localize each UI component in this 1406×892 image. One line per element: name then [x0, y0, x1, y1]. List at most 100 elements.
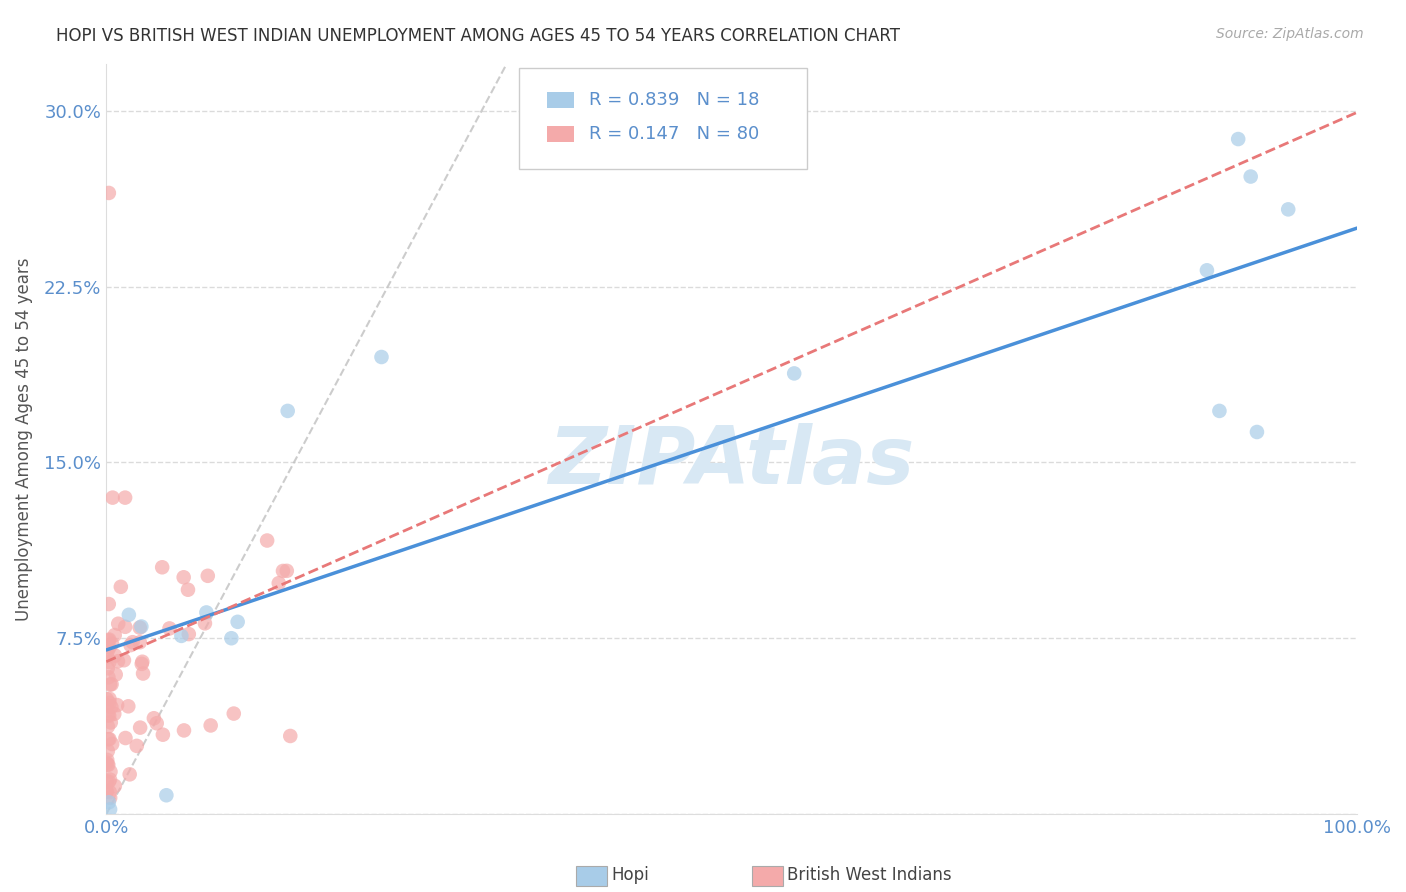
Point	[226, 615, 249, 629]
Point	[1246, 425, 1268, 439]
Point	[267, 576, 290, 591]
Point	[271, 564, 294, 578]
Point	[128, 621, 150, 635]
Point	[96, 644, 118, 658]
Point	[120, 638, 142, 652]
Point	[1240, 169, 1263, 184]
Text: HOPI VS BRITISH WEST INDIAN UNEMPLOYMENT AMONG AGES 45 TO 54 YEARS CORRELATION C: HOPI VS BRITISH WEST INDIAN UNEMPLOYMENT…	[56, 27, 900, 45]
Point	[276, 564, 298, 578]
Point	[114, 731, 136, 745]
Point	[103, 706, 125, 721]
Point	[96, 784, 118, 798]
Point	[100, 715, 122, 730]
Point	[1227, 132, 1250, 146]
Point	[96, 785, 118, 799]
Point	[278, 729, 301, 743]
Point	[159, 622, 181, 636]
Point	[98, 785, 121, 799]
Point	[96, 756, 118, 770]
Point	[97, 670, 120, 684]
Point	[114, 491, 136, 505]
Point	[132, 666, 155, 681]
Point	[97, 707, 120, 722]
Point	[101, 491, 124, 505]
Point	[104, 779, 127, 793]
Point	[98, 708, 121, 723]
FancyBboxPatch shape	[547, 126, 574, 142]
Point	[783, 367, 806, 381]
Point	[104, 648, 127, 663]
Point	[96, 692, 118, 706]
Text: British West Indians: British West Indians	[787, 866, 952, 884]
Point	[1195, 263, 1218, 277]
Point	[98, 677, 121, 691]
Point	[98, 772, 121, 787]
Text: R = 0.839   N = 18: R = 0.839 N = 18	[589, 91, 759, 109]
Point	[97, 719, 120, 733]
Point	[131, 655, 153, 669]
Point	[104, 628, 127, 642]
Point	[97, 661, 120, 675]
Point	[97, 186, 120, 200]
Point	[96, 757, 118, 772]
Point	[96, 649, 118, 664]
Point	[100, 764, 122, 779]
Point	[173, 570, 195, 584]
FancyBboxPatch shape	[519, 68, 807, 169]
Point	[370, 350, 392, 364]
Point	[100, 677, 122, 691]
Point	[195, 606, 218, 620]
Point	[98, 802, 121, 816]
Point	[117, 699, 139, 714]
Point	[222, 706, 245, 721]
Point	[110, 580, 132, 594]
Point	[97, 774, 120, 789]
Point	[177, 627, 200, 641]
Point	[131, 657, 153, 671]
Point	[97, 732, 120, 747]
Point	[98, 632, 121, 647]
Point	[277, 404, 299, 418]
Point	[200, 718, 222, 732]
Point	[1277, 202, 1299, 217]
Point	[145, 716, 167, 731]
Point	[98, 790, 121, 805]
Point	[107, 654, 129, 668]
Y-axis label: Unemployment Among Ages 45 to 54 years: Unemployment Among Ages 45 to 54 years	[15, 257, 32, 621]
FancyBboxPatch shape	[547, 92, 574, 108]
Point	[125, 739, 148, 753]
Point	[128, 635, 150, 649]
Point	[96, 698, 118, 712]
Point	[197, 569, 219, 583]
Point	[155, 789, 177, 803]
Point	[104, 667, 127, 681]
Point	[98, 655, 121, 669]
Point	[177, 582, 200, 597]
Point	[107, 616, 129, 631]
Point	[152, 728, 174, 742]
Point	[131, 619, 153, 633]
Point	[118, 607, 141, 622]
Point	[98, 732, 121, 747]
Point	[100, 700, 122, 714]
Point	[256, 533, 278, 548]
Point	[101, 637, 124, 651]
Point	[150, 560, 173, 574]
Text: R = 0.147   N = 80: R = 0.147 N = 80	[589, 125, 759, 143]
Point	[98, 691, 121, 706]
Text: Source: ZipAtlas.com: Source: ZipAtlas.com	[1216, 27, 1364, 41]
Point	[118, 767, 141, 781]
Point	[98, 696, 121, 710]
Point	[101, 737, 124, 751]
Text: ZIPAtlas: ZIPAtlas	[548, 423, 915, 500]
Point	[97, 744, 120, 758]
Point	[96, 774, 118, 789]
Point	[170, 629, 193, 643]
Point	[114, 620, 136, 634]
Point	[98, 640, 121, 655]
Point	[142, 711, 165, 725]
Point	[112, 653, 135, 667]
Point	[97, 633, 120, 648]
Point	[105, 698, 128, 712]
Point	[121, 635, 143, 649]
